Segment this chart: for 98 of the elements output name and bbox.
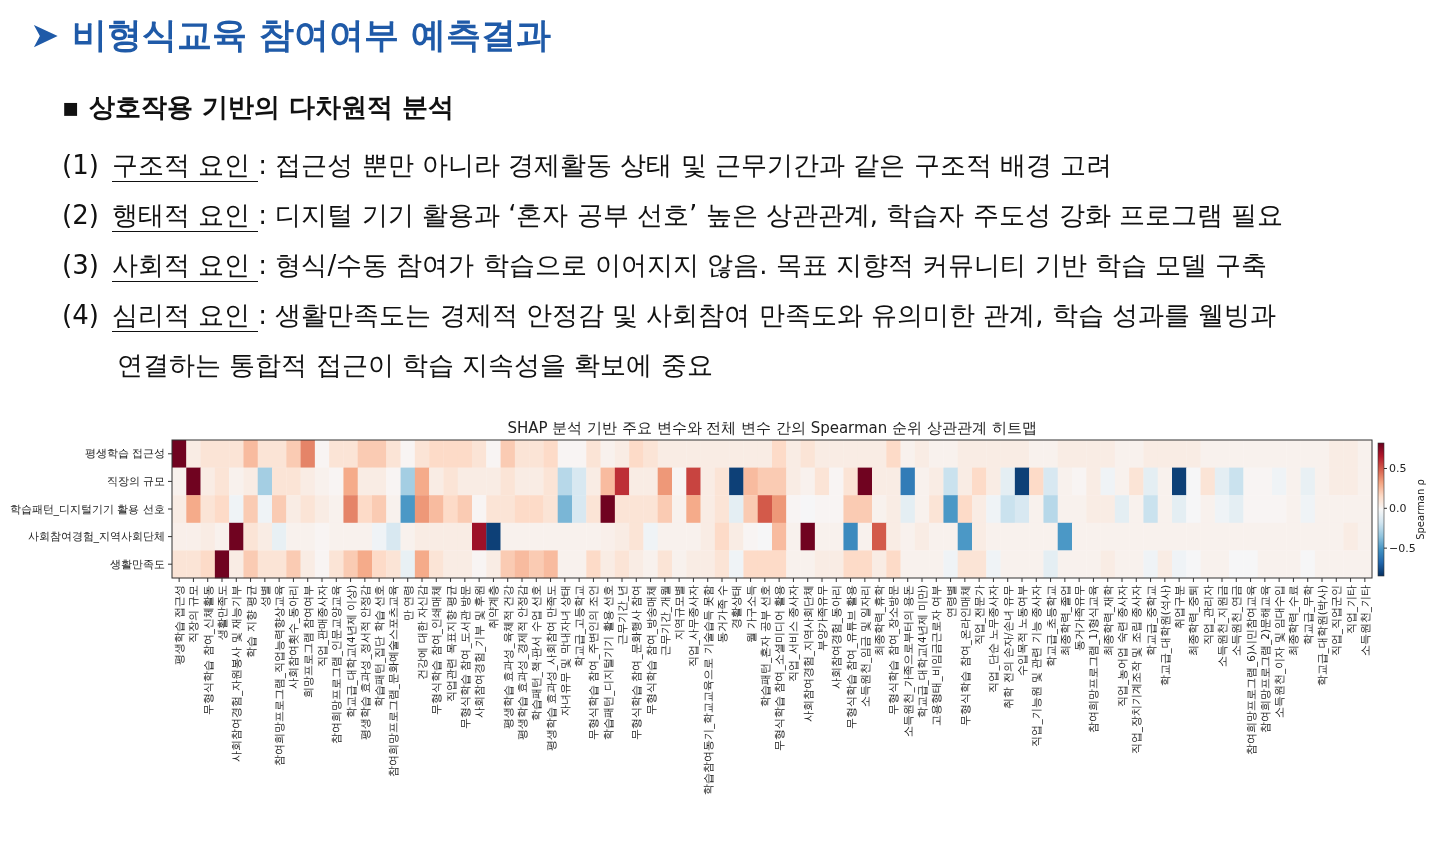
x-tick-label: 소득원천_가족으로부터의 용돈: [901, 585, 915, 737]
x-tick-label: 무형식학습 참여_유튜브 활용: [844, 585, 858, 729]
x-tick-label: 수입목적 노동여부: [1016, 585, 1028, 677]
x-tick-label: 참여희망프로그램_직업능력향상교육: [273, 585, 287, 767]
x-tick-label: 생활만족도: [216, 585, 228, 640]
x-tick-label: 직업_기능원 및 관련 기능 종사자: [1030, 585, 1044, 747]
x-tick-label: 연령별: [944, 585, 957, 618]
x-tick-label: 무형식학습 참여_주변인의 조언: [587, 585, 601, 740]
y-tick-label: 생활만족도: [110, 557, 165, 571]
color-bar-label: 0.5: [1389, 461, 1407, 475]
x-tick-label: 취업구분: [1173, 585, 1186, 629]
x-tick-label: 사회참여경험_지역사회단체: [801, 585, 815, 723]
y-tick-label: 사회참여경험_지역사회단체: [27, 530, 165, 544]
x-tick-label: 직업_기타: [1344, 585, 1358, 635]
x-tick-label: 학습참여동기_학교교육으로 기술습득 못함: [701, 585, 715, 795]
x-tick-label: 직업_판매종사자: [316, 585, 329, 668]
x-tick-label: 평생학습 효과성_정서적 안정감: [358, 585, 372, 740]
x-tick-label: 최종학력_수료: [1287, 585, 1301, 657]
x-tick-label: 성별: [258, 585, 271, 607]
text: ➤ 비형식교육 참여여부 예측결과: [30, 14, 551, 57]
x-tick-label: 직업관련 목표지향 평균: [444, 585, 457, 702]
x-tick-label: 학습패턴_혼자 공부 선호: [758, 585, 772, 707]
x-tick-label: 경활상태: [730, 585, 743, 629]
color-bar-label: −0.5: [1389, 541, 1416, 555]
x-tick-label: 학교급_대학교(4년제 미만): [916, 585, 929, 719]
x-tick-label: 사회참여횟수_동아리: [287, 585, 301, 690]
y-tick-label: 직장의 규모: [106, 474, 165, 488]
x-tick-label: 최종학력_졸업: [1058, 585, 1072, 657]
x-tick-label: 학교급_대학원(박사): [1316, 585, 1329, 687]
x-tick-label: 직업_장치기계조작 및 조립 종사자: [1130, 585, 1144, 755]
x-tick-label: 건강에 대한 자신감: [416, 585, 428, 680]
x-tick-label: 평생학습 효과성_육체적 건강: [501, 585, 515, 729]
x-tick-label: 참여희망프로그램_2)문해교육: [1258, 585, 1272, 734]
x-tick-label: 직업_농어업 숙련 종사자: [1116, 585, 1129, 707]
x-tick-label: 최종학력_휴학: [873, 585, 887, 657]
y-tick-label: 평생학습 접근성: [84, 447, 165, 461]
x-tick-label: 최종학력_중퇴: [1187, 585, 1201, 657]
x-tick-label: 무형식학습 참여_신체활동: [201, 585, 215, 715]
x-tick-label: 최종학력_재학: [1101, 585, 1115, 657]
x-tick-label: 희망프로그램 참여여부: [301, 585, 314, 699]
x-tick-label: 직업_단순 노무종사자: [987, 585, 1001, 693]
text: (3) 사회적 요인 : 형식/수동 참여가 학습으로 이어지지 않음. 목표 지향적 커뮤니티 기반 학습 모델 구축: [62, 249, 1268, 282]
chart-title: SHAP 분석 기반 주요 변수와 전체 변수 간의 Spearman 순위 상관관계 히트맵: [507, 419, 1037, 437]
x-tick-label: 참여희망프로그램_1)형식교육: [1087, 585, 1101, 734]
x-tick-label: 학교급_초등학교: [1044, 585, 1058, 668]
x-tick-label: 부양가족유무: [816, 585, 828, 651]
x-tick-label: 무형식학습 참여_장소방문: [887, 585, 901, 715]
x-tick-label: 참여희망프로그램_문화예술스포츠교육: [387, 585, 401, 778]
x-tick-label: 취약계층: [487, 585, 500, 629]
x-tick-label: 직업_직업군인: [1330, 585, 1344, 657]
x-tick-label: 소득원천_임금 및 일자리: [858, 585, 872, 707]
x-tick-label: 평생학습 효과성_경제적 안정감: [516, 585, 529, 740]
x-tick-label: 직업_관리자: [1201, 585, 1215, 646]
x-tick-label: 학교급_대학교(4년제 이상): [344, 585, 358, 719]
x-tick-label: 참여희망프로그램_인문교양교육: [330, 585, 344, 745]
x-tick-label: 평생학습 효과성_사회참여 만족도: [544, 585, 558, 751]
x-tick-label: 학습패턴_디지털기기 활용 선호: [601, 585, 615, 740]
x-tick-label: 직업_전문가: [973, 585, 987, 646]
text: (4) 심리적 요인 : 생활만족도는 경제적 안정감 및 사회참여 만족도와 유의미한 관계, 학습 성과를 웰빙과 연결하는 통합적 접근이 학습 지속성을 확보에 중요: [62, 299, 1278, 382]
x-tick-label: 학습패턴_집단 학습 선호: [373, 585, 387, 707]
x-tick-label: 무형식학습 참여_문화행사 참여: [630, 585, 644, 740]
x-tick-label: 무형식학습 참여_온라인매체: [958, 585, 972, 726]
x-tick-label: 사회참여경험_기부 및 후원: [473, 585, 487, 718]
text: (1) 구조적 요인 : 접근성 뿐만 아니라 경제활동 상태 및 근무기간과 같은 구조적 배경 고려: [62, 149, 1113, 182]
y-tick-label: 학습패턴_디지털기기 활용 선호: [9, 502, 165, 516]
x-tick-label: 소득원천_연금: [1230, 585, 1244, 657]
x-tick-label: 만 연령: [401, 585, 414, 622]
color-bar-title: Spearman ρ: [1414, 479, 1426, 540]
x-tick-label: 지역규모별: [673, 585, 686, 640]
color-bar-label: 0.0: [1389, 501, 1407, 515]
x-tick-label: 월 가구소득: [744, 585, 757, 644]
x-tick-label: 학습패턴_책·판서 수업 선호: [530, 585, 544, 722]
x-tick-label: 고용형태_비임금근로자 여부: [930, 585, 944, 726]
text: (2) 행태적 요인 : 디지털 기기 활용과 ‘혼자 공부 선호’ 높은 상관관계, 학습자 주도성 강화 프로그램 필요: [62, 199, 1284, 232]
x-tick-label: 직업_사무종사자: [687, 585, 701, 668]
x-tick-label: 무형식학습 참여_도서관 방문: [458, 585, 472, 729]
x-tick-label: 참여희망프로그램_6)시민참여교육: [1244, 585, 1258, 756]
x-tick-label: 사회참여경험_자원봉사 및 재능기부: [230, 585, 244, 762]
x-tick-label: 사회참여경험_동아리: [830, 585, 844, 690]
x-tick-label: 자녀유무 및 막내자녀 상태: [558, 585, 571, 717]
x-tick-label: 근무기간_개월: [658, 585, 672, 657]
x-tick-label: 근무기간_년: [616, 585, 629, 646]
x-tick-label: 학습 지향 평균: [244, 585, 257, 658]
x-tick-label: 취학 전의 손자/손녀 유무: [1001, 585, 1014, 709]
x-tick-label: 동거가족 수: [716, 585, 728, 644]
x-tick-label: 직업_서비스 종사자: [787, 585, 801, 682]
x-tick-label: 학교급_무학: [1301, 585, 1315, 646]
text: ▪ 상호작용 기반의 다차원적 분석: [62, 91, 454, 124]
x-tick-label: 무형식학습 참여_방송매체: [644, 585, 658, 715]
x-tick-label: 소득원천_지원금: [1216, 585, 1229, 668]
x-tick-label: 소득원천_기타: [1358, 585, 1372, 657]
x-tick-label: 학교급_중학교: [1144, 585, 1158, 657]
x-tick-label: 무형식학습 참여_인쇄매체: [430, 585, 444, 715]
x-tick-label: 무형식학습 참여_소셜미디어 활용: [773, 585, 787, 751]
x-tick-label: 학교급_고등학교: [573, 585, 587, 668]
x-tick-label: 동거가족유무: [1073, 585, 1086, 651]
x-tick-label: 소득원천_이자 및 임대수입: [1273, 585, 1287, 718]
x-tick-label: 학교급_대학원(석사): [1158, 585, 1172, 687]
